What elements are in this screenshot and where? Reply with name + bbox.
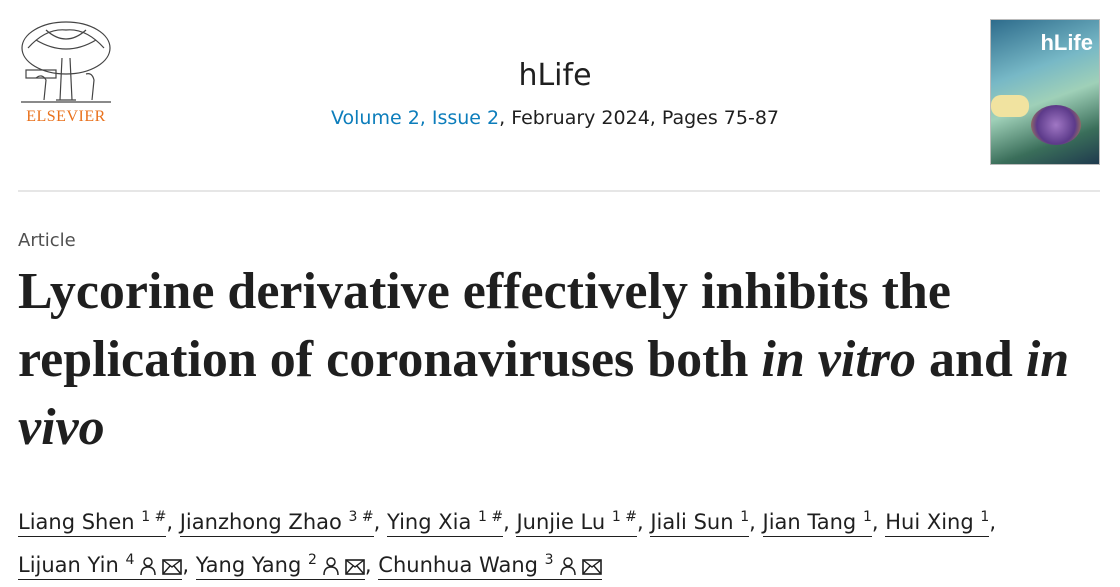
- title-text: Lycorine derivative effectively inhibits…: [18, 263, 951, 388]
- author-link[interactable]: Chunhua Wang 3: [378, 552, 602, 580]
- person-icon: [559, 549, 576, 587]
- separator: ,: [364, 553, 379, 577]
- journal-cover-image[interactable]: hLife: [990, 19, 1100, 165]
- author-link[interactable]: Junjie Lu 1 #: [516, 509, 637, 537]
- envelope-icon: [345, 549, 365, 587]
- author-link[interactable]: Jian Tang 1: [762, 509, 872, 537]
- author-name: Jiali Sun: [650, 510, 734, 534]
- author-name: Chunhua Wang: [378, 553, 538, 577]
- author-name: Junjie Lu: [516, 510, 606, 534]
- article-title: Lycorine derivative effectively inhibits…: [18, 258, 1108, 462]
- title-text: and: [916, 331, 1026, 388]
- author-affiliation: 3 #: [348, 509, 374, 525]
- author-link[interactable]: Liang Shen 1 #: [18, 509, 167, 537]
- author-name: Yang Yang: [195, 553, 302, 577]
- author-name: Hui Xing: [885, 510, 974, 534]
- tree-icon: [21, 21, 111, 103]
- date-pages: , February 2024, Pages 75-87: [499, 107, 780, 129]
- separator: ,: [749, 510, 763, 534]
- separator: ,: [373, 510, 387, 534]
- cover-virus: [1031, 105, 1081, 145]
- author-affiliation: 1: [862, 509, 872, 525]
- separator: ,: [636, 510, 651, 534]
- envelope-icon: [581, 549, 602, 587]
- header-divider: [18, 190, 1100, 192]
- title-italic: in vitro: [761, 331, 916, 388]
- separator: ,: [871, 510, 886, 534]
- author-name: Jian Tang: [762, 510, 857, 534]
- title-italic: in vivo: [18, 331, 1070, 456]
- author-affiliation: 4: [125, 552, 135, 568]
- journal-header: hLife Volume 2, Issue 2, February 2024, …: [0, 58, 1120, 129]
- journal-title-link[interactable]: hLife: [518, 58, 592, 93]
- journal-meta: Volume 2, Issue 2, February 2024, Pages …: [0, 107, 1120, 129]
- author-affiliation: 1: [740, 509, 750, 525]
- author-name: Ying Xia: [387, 510, 472, 534]
- person-icon: [140, 549, 157, 587]
- author-list: Liang Shen 1 #, Jianzhong Zhao 3 #, Ying…: [18, 498, 1108, 587]
- author-link[interactable]: Jiali Sun 1: [650, 509, 750, 537]
- author-name: Liang Shen: [18, 510, 135, 534]
- separator: ,: [166, 510, 180, 534]
- author-affiliation: 2: [308, 552, 317, 568]
- separator: ,: [989, 510, 996, 534]
- author-link[interactable]: Ying Xia 1 #: [387, 509, 504, 537]
- elsevier-logo[interactable]: ELSEVIER: [16, 18, 116, 128]
- volume-issue-link[interactable]: Volume 2, Issue 2: [330, 107, 500, 129]
- author-link[interactable]: Jianzhong Zhao 3 #: [179, 509, 374, 537]
- author-name: Lijuan Yin: [18, 553, 119, 577]
- author-link[interactable]: Hui Xing 1: [885, 509, 990, 537]
- article-type: Article: [18, 230, 76, 251]
- separator: ,: [182, 553, 196, 577]
- author-affiliation: 3: [544, 552, 554, 568]
- author-affiliation: 1: [980, 509, 990, 525]
- author-link[interactable]: Yang Yang 2: [195, 552, 365, 580]
- separator: ,: [503, 510, 517, 534]
- cover-hand: [991, 95, 1029, 117]
- author-affiliation: 1 #: [478, 509, 504, 525]
- person-icon: [323, 549, 339, 587]
- author-name: Jianzhong Zhao: [179, 510, 342, 534]
- author-affiliation: 1 #: [611, 509, 637, 525]
- author-affiliation: 1 #: [141, 509, 167, 525]
- publisher-name: ELSEVIER: [26, 108, 106, 125]
- envelope-icon: [162, 549, 183, 587]
- cover-title: hLife: [1040, 30, 1093, 55]
- author-link[interactable]: Lijuan Yin 4: [18, 552, 183, 580]
